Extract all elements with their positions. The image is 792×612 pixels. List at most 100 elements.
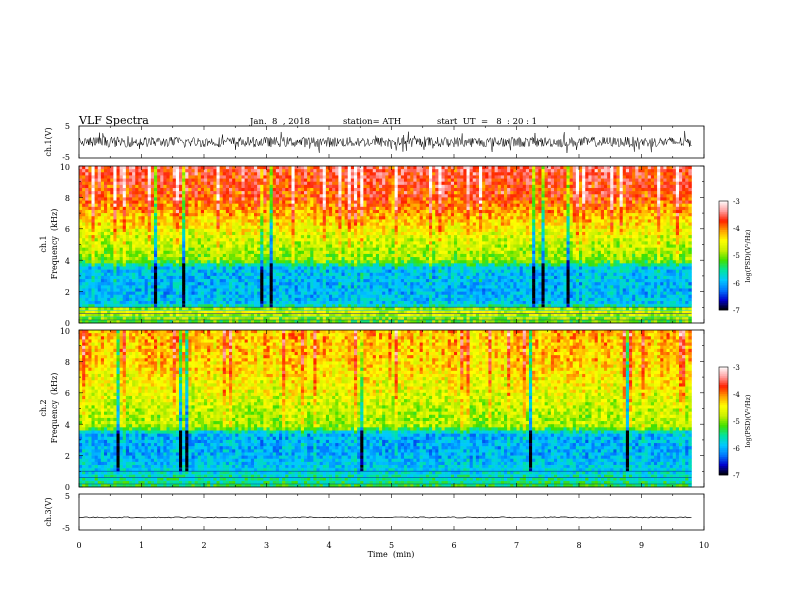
spectrogram-cell	[288, 231, 292, 236]
spectrogram-cell	[172, 275, 177, 280]
spectrogram-cell	[85, 269, 89, 274]
spectrogram-cell	[335, 297, 339, 302]
spectrogram-cell	[135, 279, 139, 283]
spectrogram-cell	[354, 213, 358, 217]
spectrogram-cell	[338, 213, 342, 217]
spectrogram-cell	[232, 247, 236, 252]
spectrogram-cell	[357, 319, 361, 324]
spectrogram-cell	[182, 247, 186, 252]
spectrogram-cell	[279, 319, 283, 324]
spectrogram-cell	[88, 203, 92, 208]
spectrogram-cell	[285, 250, 289, 255]
spectrogram-cell	[197, 225, 202, 230]
spectrogram-cell	[144, 166, 149, 170]
spectrogram-cell	[319, 247, 324, 252]
spectrogram-cell	[179, 172, 183, 176]
spectrogram-cell	[291, 316, 295, 321]
spectrogram-cell	[219, 297, 224, 302]
spectrogram-cell	[272, 313, 277, 318]
spectrogram-cell	[94, 257, 99, 261]
spectrogram-cell	[279, 291, 283, 296]
spectrogram-cell	[122, 187, 127, 192]
spectrogram-cell	[319, 263, 324, 267]
spectrogram-cell	[357, 197, 361, 201]
spectrogram-cell	[344, 231, 349, 236]
spectrogram-cell	[247, 263, 252, 267]
spectrogram-cell	[191, 301, 195, 305]
spectrogram-cell	[138, 181, 142, 186]
spectrogram-cell	[269, 250, 274, 255]
spectrogram-cell	[225, 225, 230, 230]
spectrogram-cell	[79, 191, 83, 195]
spectrogram-cell	[254, 200, 258, 204]
spectrogram-cell	[347, 294, 352, 299]
spectrogram-cell	[97, 272, 102, 277]
spectrogram-cell	[322, 172, 327, 176]
spectrogram-cell	[191, 294, 195, 299]
spectrogram-cell	[375, 169, 380, 173]
spectrogram-cell	[88, 285, 92, 289]
spectrogram-cell	[297, 238, 302, 242]
spectrogram-cell	[132, 191, 136, 195]
spectrogram-cell	[160, 294, 164, 299]
spectrogram-cell	[88, 257, 92, 261]
spectrogram-cell	[200, 166, 205, 170]
spectrogram-cell	[107, 187, 111, 192]
spectrogram-cell	[304, 316, 308, 321]
spectrogram-cell	[335, 310, 339, 314]
spectrogram-cell	[132, 184, 136, 189]
spectrogram-cell	[366, 310, 370, 314]
spectrogram-cell	[210, 297, 214, 302]
spectrogram-cell	[200, 225, 205, 230]
spectrogram-cell	[372, 275, 377, 280]
spectrogram-cell	[157, 307, 161, 311]
spectrogram-cell	[222, 253, 227, 258]
spectrogram-cell	[104, 244, 108, 248]
spectrogram-cell	[157, 216, 161, 220]
spectrogram-cell	[254, 250, 258, 255]
spectrogram-cell	[382, 228, 386, 233]
spectrogram-cell	[360, 191, 364, 195]
spectrogram-cell	[119, 175, 124, 179]
spectrogram-cell	[182, 194, 186, 198]
spectrogram-cell	[216, 247, 220, 252]
spectrogram-cell	[160, 297, 164, 302]
spectrogram-cell	[235, 206, 239, 211]
spectrogram-cell	[94, 285, 99, 289]
spectrogram-cell	[204, 172, 208, 176]
spectrogram-cell	[282, 169, 286, 173]
spectrogram-cell	[188, 307, 192, 311]
spectrogram-cell	[82, 222, 86, 226]
spectrogram-cell	[369, 316, 374, 321]
spectrogram-cell	[160, 279, 164, 283]
spectrogram-cell	[250, 253, 255, 258]
spectrogram-cell	[104, 175, 108, 179]
spectrogram-cell	[94, 307, 99, 311]
spectrogram-cell	[150, 260, 155, 264]
spectrogram-cell	[85, 203, 89, 208]
spectrogram-cell	[166, 194, 170, 198]
spectrogram-cell	[350, 181, 355, 186]
spectrogram-cell	[154, 235, 158, 239]
spectrogram-cell	[169, 181, 174, 186]
spectrogram-cell	[88, 250, 92, 255]
spectrogram-cell	[382, 263, 386, 267]
spectrogram-cell	[88, 175, 92, 179]
spectrogram-cell	[119, 260, 124, 264]
spectrogram-cell	[213, 178, 217, 182]
spectrogram-cell	[88, 191, 92, 195]
spectrogram-cell	[297, 222, 302, 226]
spectrogram-cell	[100, 213, 105, 217]
spectrogram-cell	[254, 241, 258, 245]
spectrogram-cell	[313, 191, 317, 195]
spectrogram-cell	[382, 191, 386, 195]
spectrogram-cell	[179, 184, 183, 189]
spectrogram-cell	[216, 279, 220, 283]
spectrogram-cell	[238, 279, 242, 283]
spectrogram-cell	[382, 187, 386, 192]
spectrogram-cell	[144, 172, 149, 176]
spectrogram-cell	[347, 304, 352, 308]
spectrogram-cell	[238, 206, 242, 211]
spectrogram-cell	[263, 166, 267, 170]
spectrogram-cell	[363, 222, 367, 226]
